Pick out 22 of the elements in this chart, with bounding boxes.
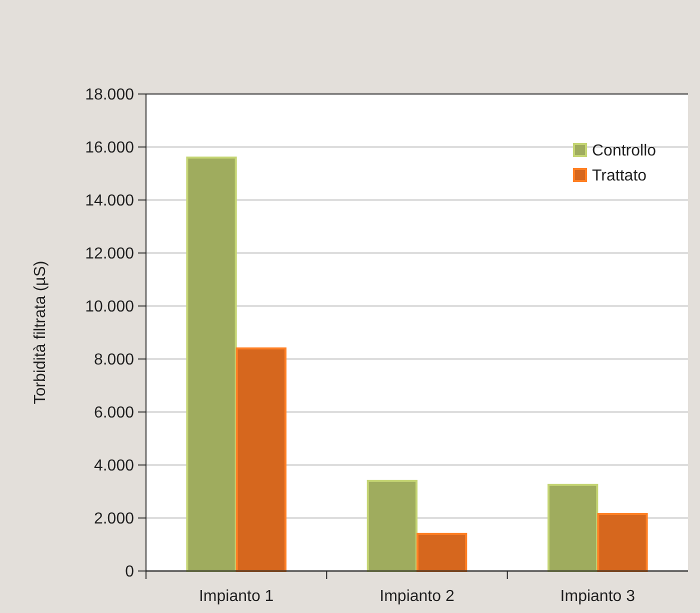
y-tick-label: 0 <box>125 564 134 581</box>
bar <box>366 480 418 572</box>
y-axis-title: Torbidità filtrata (µS) <box>32 260 49 404</box>
y-tick-label: 8.000 <box>94 352 134 369</box>
y-tick-label: 18.000 <box>85 86 134 104</box>
x-tick-label: Impianto 3 <box>560 588 636 605</box>
y-tick-label: 4.000 <box>94 458 134 475</box>
y-tick-label: 16.000 <box>85 140 134 157</box>
bar <box>236 347 286 572</box>
y-tick-label: 14.000 <box>85 192 134 210</box>
bar <box>186 156 237 572</box>
legend-label: Controllo <box>592 142 656 160</box>
x-tick-label: Impianto 1 <box>198 588 274 605</box>
y-tick-label: 6.000 <box>94 404 134 422</box>
x-tick-label: Impianto 2 <box>380 588 454 605</box>
y-tick-label: 12.000 <box>85 246 134 263</box>
legend-label: Trattato <box>592 168 647 185</box>
bar <box>597 513 648 572</box>
y-tick-label: 10.000 <box>85 298 134 316</box>
bar <box>548 484 598 572</box>
y-tick-label: 2.000 <box>94 510 134 528</box>
bar <box>416 532 468 572</box>
